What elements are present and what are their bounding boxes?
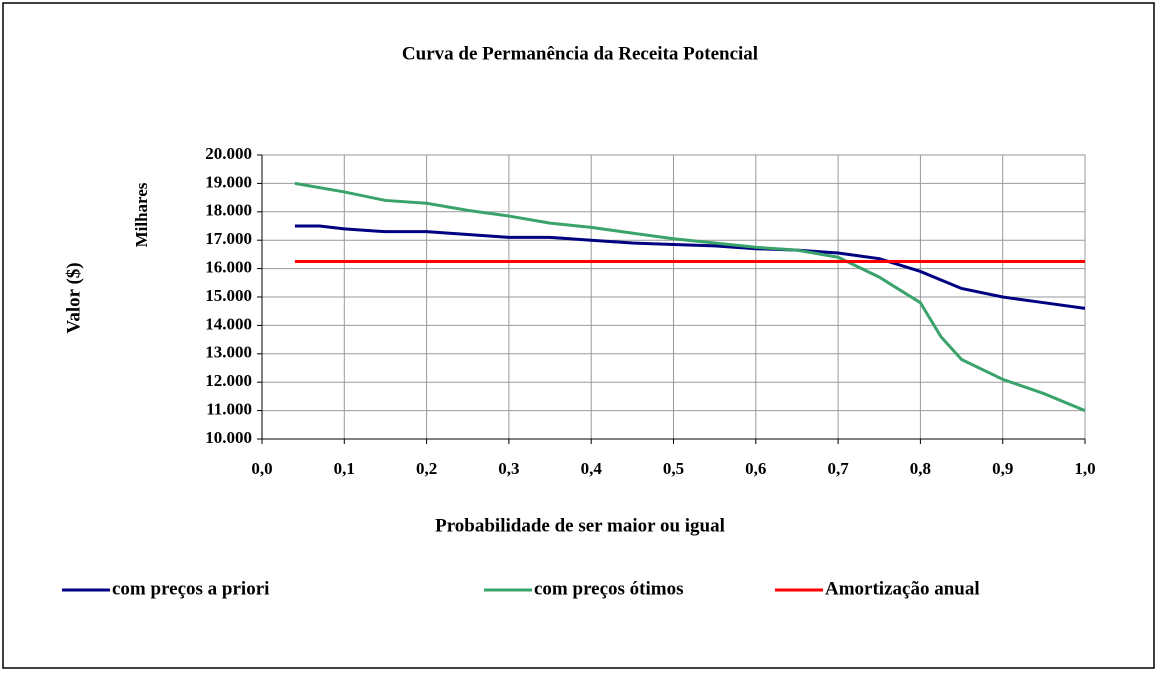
legend-label: Amortização anual <box>825 578 980 599</box>
legend-label: com preços ótimos <box>534 578 684 599</box>
y-tick-label: 14.000 <box>205 314 252 333</box>
x-tick-label: 0,5 <box>663 459 684 478</box>
x-axis-title: Probabilidade de ser maior ou igual <box>435 515 725 536</box>
y-tick-label: 19.000 <box>205 172 252 191</box>
y-tick-label: 10.000 <box>205 428 252 447</box>
x-tick-label: 1,0 <box>1074 459 1095 478</box>
x-tick-label: 0,9 <box>992 459 1013 478</box>
x-tick-label: 0,8 <box>910 459 931 478</box>
x-tick-label: 0,1 <box>334 459 355 478</box>
y-tick-label: 20.000 <box>205 144 252 163</box>
y-tick-label: 17.000 <box>205 229 252 248</box>
x-tick-label: 0,6 <box>745 459 766 478</box>
x-tick-label: 0,2 <box>416 459 437 478</box>
y-tick-label: 13.000 <box>205 343 252 362</box>
x-tick-label: 0,0 <box>251 459 272 478</box>
y-axis-title: Valor ($) <box>63 262 84 333</box>
series-line <box>294 224 1086 310</box>
legend-label: com preços a priori <box>112 578 269 599</box>
y-tick-label: 18.000 <box>205 201 252 220</box>
chart-title: Curva de Permanência da Receita Potencia… <box>402 43 758 64</box>
x-tick-label: 0,3 <box>498 459 519 478</box>
y-tick-label: 15.000 <box>205 286 252 305</box>
y-tick-label: 12.000 <box>205 371 252 390</box>
x-tick-label: 0,7 <box>827 459 849 478</box>
y-tick-label: 16.000 <box>205 258 252 277</box>
y-tick-label: 11.000 <box>206 400 252 419</box>
y-axis-unit: Milhares <box>132 182 151 247</box>
series-line <box>294 181 1086 412</box>
x-tick-label: 0,4 <box>581 459 603 478</box>
